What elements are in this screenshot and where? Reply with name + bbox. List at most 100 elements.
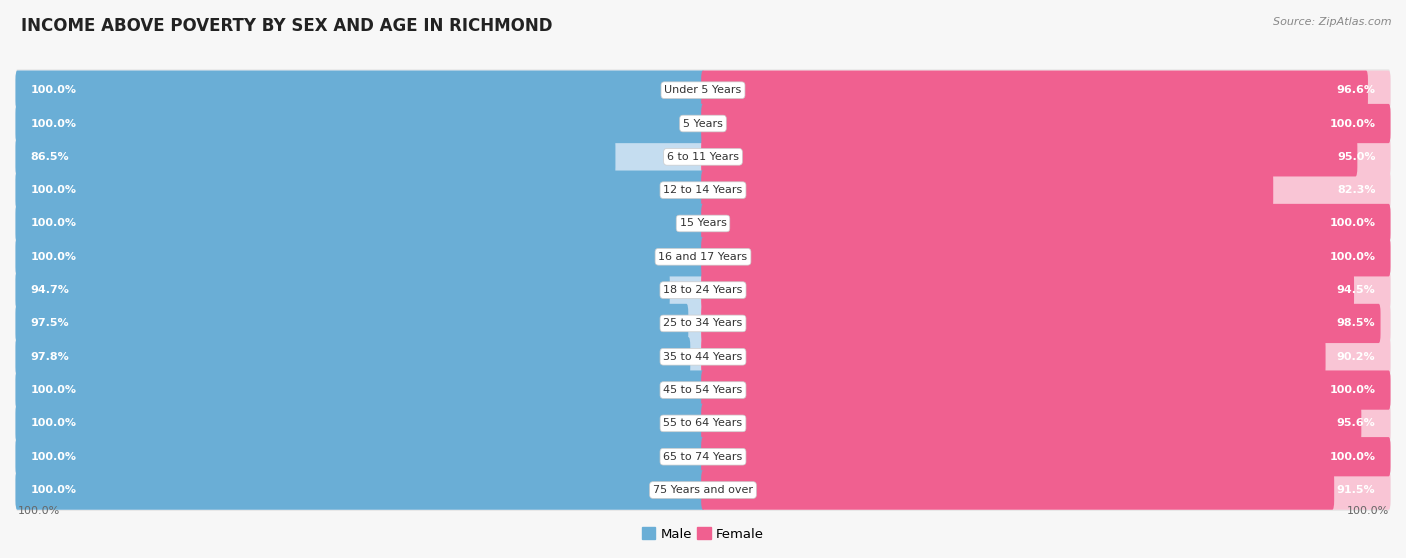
FancyBboxPatch shape (702, 171, 1274, 210)
FancyBboxPatch shape (15, 437, 704, 477)
Text: 100.0%: 100.0% (1330, 452, 1375, 461)
FancyBboxPatch shape (702, 404, 1391, 443)
Text: 100.0%: 100.0% (31, 485, 76, 495)
Text: 100.0%: 100.0% (1347, 506, 1389, 516)
FancyBboxPatch shape (15, 470, 704, 509)
FancyBboxPatch shape (15, 237, 704, 276)
Text: 100.0%: 100.0% (1330, 118, 1375, 128)
FancyBboxPatch shape (15, 236, 1391, 278)
Text: 100.0%: 100.0% (31, 118, 76, 128)
FancyBboxPatch shape (702, 237, 1391, 276)
Legend: Male, Female: Male, Female (637, 522, 769, 546)
FancyBboxPatch shape (15, 204, 704, 243)
FancyBboxPatch shape (702, 337, 1391, 377)
Text: 25 to 34 Years: 25 to 34 Years (664, 319, 742, 329)
Text: INCOME ABOVE POVERTY BY SEX AND AGE IN RICHMOND: INCOME ABOVE POVERTY BY SEX AND AGE IN R… (21, 17, 553, 35)
Text: 100.0%: 100.0% (31, 219, 76, 228)
Text: 100.0%: 100.0% (31, 85, 76, 95)
FancyBboxPatch shape (15, 203, 1391, 244)
FancyBboxPatch shape (702, 437, 1391, 477)
Text: 100.0%: 100.0% (31, 185, 76, 195)
FancyBboxPatch shape (702, 104, 1391, 143)
Text: 55 to 64 Years: 55 to 64 Years (664, 418, 742, 429)
Text: 100.0%: 100.0% (1330, 252, 1375, 262)
FancyBboxPatch shape (15, 169, 1391, 211)
Text: 65 to 74 Years: 65 to 74 Years (664, 452, 742, 461)
FancyBboxPatch shape (15, 304, 689, 343)
FancyBboxPatch shape (15, 302, 1391, 344)
Text: Source: ZipAtlas.com: Source: ZipAtlas.com (1274, 17, 1392, 27)
Text: 95.0%: 95.0% (1337, 152, 1375, 162)
FancyBboxPatch shape (702, 337, 1326, 377)
FancyBboxPatch shape (702, 137, 1391, 176)
FancyBboxPatch shape (15, 337, 690, 377)
Text: 45 to 54 Years: 45 to 54 Years (664, 385, 742, 395)
FancyBboxPatch shape (15, 336, 1391, 378)
FancyBboxPatch shape (702, 171, 1391, 210)
Text: 91.5%: 91.5% (1337, 485, 1375, 495)
FancyBboxPatch shape (702, 304, 1391, 343)
FancyBboxPatch shape (15, 103, 1391, 145)
Text: Under 5 Years: Under 5 Years (665, 85, 741, 95)
Text: 100.0%: 100.0% (31, 252, 76, 262)
FancyBboxPatch shape (15, 469, 1391, 511)
Text: 75 Years and over: 75 Years and over (652, 485, 754, 495)
FancyBboxPatch shape (15, 70, 704, 110)
Text: 96.6%: 96.6% (1336, 85, 1375, 95)
FancyBboxPatch shape (702, 237, 1391, 276)
Text: 94.7%: 94.7% (31, 285, 69, 295)
FancyBboxPatch shape (15, 404, 704, 443)
FancyBboxPatch shape (15, 171, 704, 210)
FancyBboxPatch shape (15, 69, 1391, 111)
FancyBboxPatch shape (15, 271, 669, 310)
FancyBboxPatch shape (15, 371, 704, 410)
Text: 94.5%: 94.5% (1337, 285, 1375, 295)
Text: 82.3%: 82.3% (1337, 185, 1375, 195)
Text: 15 Years: 15 Years (679, 219, 727, 228)
Text: 5 Years: 5 Years (683, 118, 723, 128)
Text: 100.0%: 100.0% (1330, 219, 1375, 228)
Text: 6 to 11 Years: 6 to 11 Years (666, 152, 740, 162)
Text: 98.5%: 98.5% (1337, 319, 1375, 329)
FancyBboxPatch shape (702, 204, 1391, 243)
FancyBboxPatch shape (15, 137, 616, 176)
FancyBboxPatch shape (702, 371, 1391, 410)
FancyBboxPatch shape (15, 237, 704, 276)
FancyBboxPatch shape (15, 437, 704, 477)
FancyBboxPatch shape (15, 371, 704, 410)
Text: 100.0%: 100.0% (1330, 385, 1375, 395)
Text: 18 to 24 Years: 18 to 24 Years (664, 285, 742, 295)
Text: 100.0%: 100.0% (31, 452, 76, 461)
FancyBboxPatch shape (702, 371, 1391, 410)
Text: 86.5%: 86.5% (31, 152, 69, 162)
Text: 100.0%: 100.0% (31, 385, 76, 395)
FancyBboxPatch shape (15, 470, 704, 509)
FancyBboxPatch shape (15, 70, 704, 110)
FancyBboxPatch shape (702, 271, 1391, 310)
FancyBboxPatch shape (702, 271, 1354, 310)
FancyBboxPatch shape (702, 70, 1368, 110)
FancyBboxPatch shape (702, 404, 1361, 443)
FancyBboxPatch shape (702, 70, 1391, 110)
FancyBboxPatch shape (15, 304, 704, 343)
FancyBboxPatch shape (15, 137, 704, 176)
FancyBboxPatch shape (702, 470, 1334, 509)
Text: 95.6%: 95.6% (1337, 418, 1375, 429)
FancyBboxPatch shape (15, 104, 704, 143)
FancyBboxPatch shape (702, 304, 1381, 343)
FancyBboxPatch shape (15, 436, 1391, 478)
Text: 100.0%: 100.0% (31, 418, 76, 429)
FancyBboxPatch shape (702, 437, 1391, 477)
Text: 12 to 14 Years: 12 to 14 Years (664, 185, 742, 195)
Text: 90.2%: 90.2% (1337, 352, 1375, 362)
FancyBboxPatch shape (15, 104, 704, 143)
FancyBboxPatch shape (15, 404, 704, 443)
Text: 97.5%: 97.5% (31, 319, 69, 329)
FancyBboxPatch shape (15, 269, 1391, 311)
Text: 35 to 44 Years: 35 to 44 Years (664, 352, 742, 362)
FancyBboxPatch shape (702, 204, 1391, 243)
FancyBboxPatch shape (702, 470, 1391, 509)
FancyBboxPatch shape (15, 271, 704, 310)
FancyBboxPatch shape (702, 137, 1357, 176)
FancyBboxPatch shape (15, 171, 704, 210)
